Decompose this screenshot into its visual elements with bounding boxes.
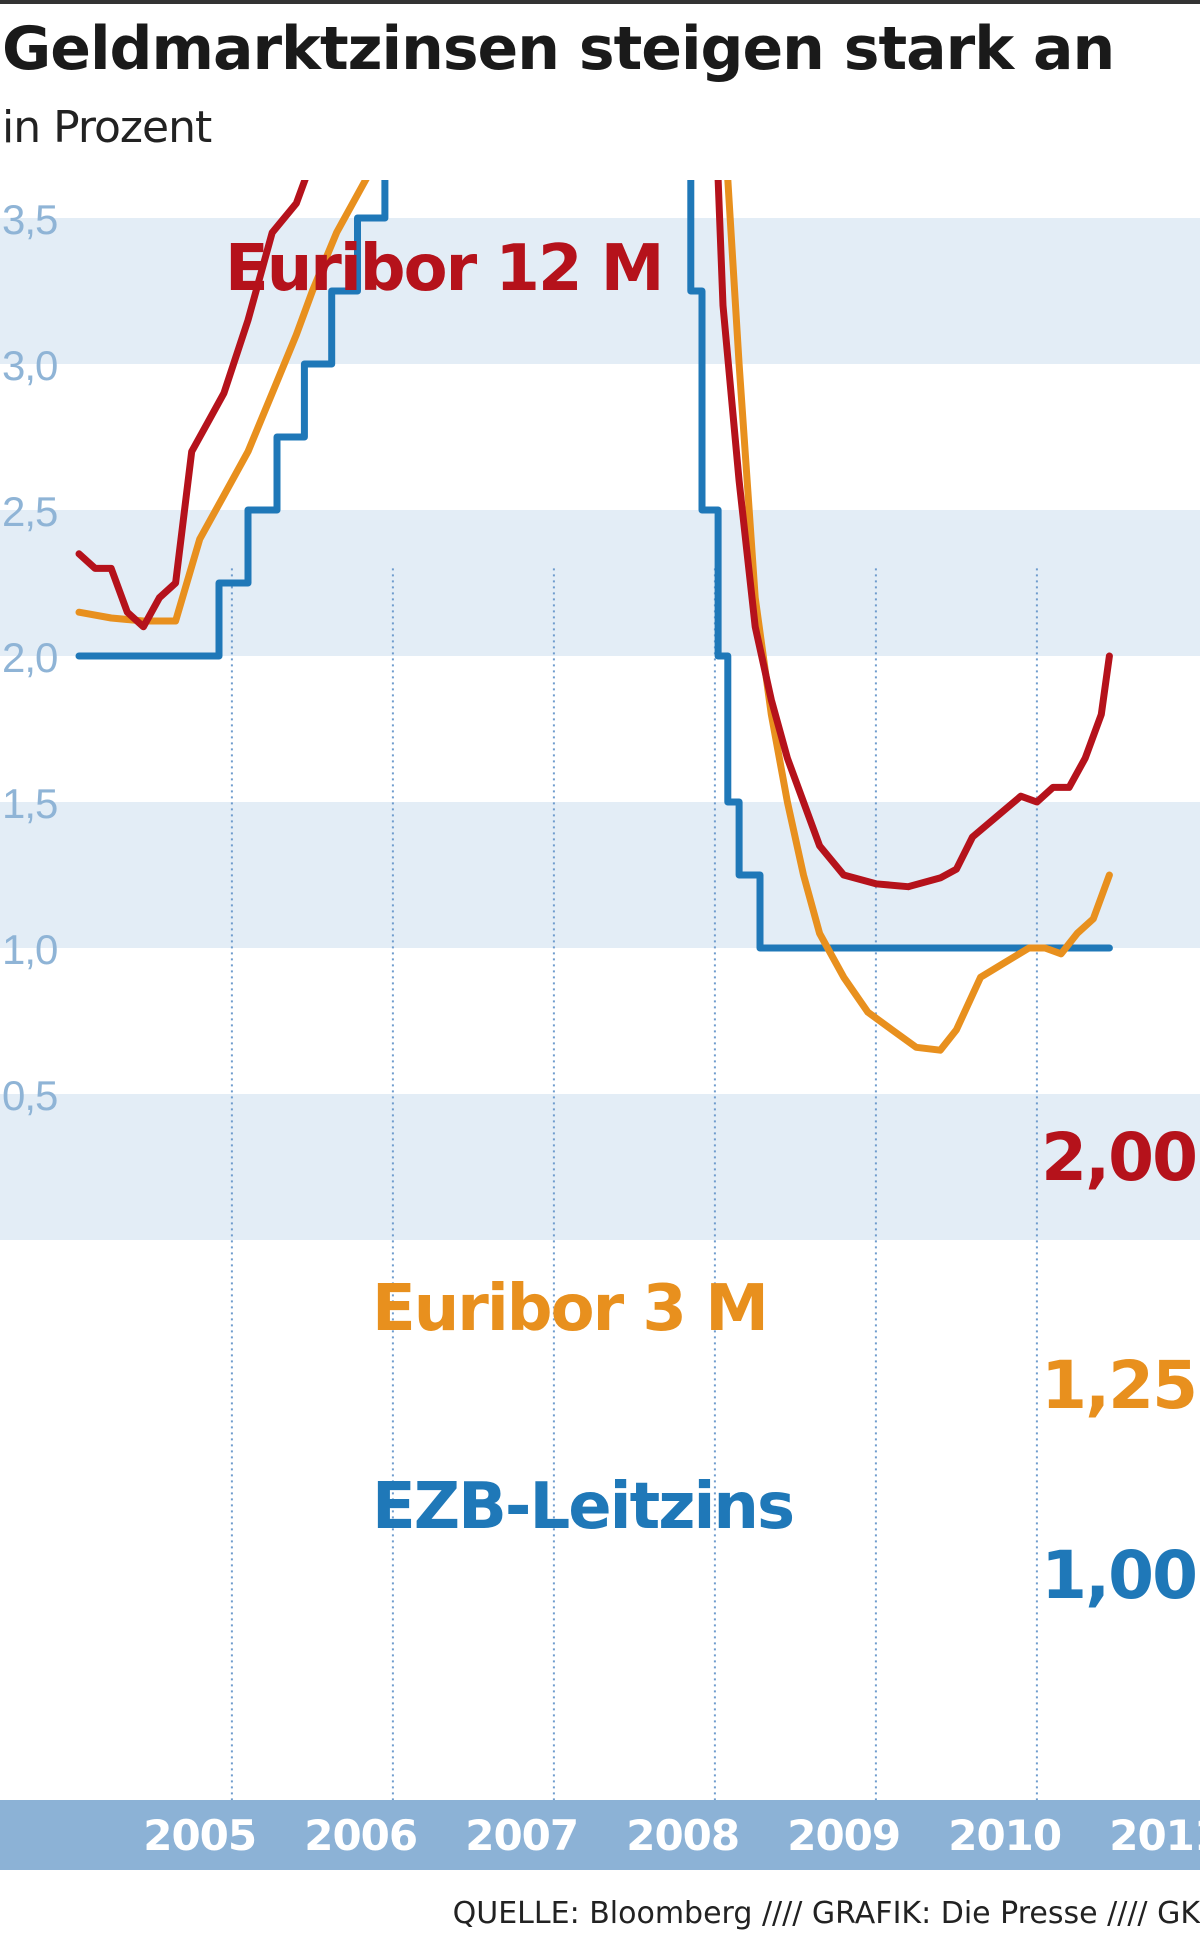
series-line-euribor-3m bbox=[75, 180, 1113, 1054]
series-line-euribor-12m bbox=[75, 180, 1113, 891]
x-tick-label: 2008 bbox=[626, 1811, 739, 1860]
chart-title: Geldmarktzinsen steigen stark an bbox=[2, 14, 1115, 84]
x-tick-label: 2006 bbox=[304, 1811, 417, 1860]
series-name-label: Euribor 12 M bbox=[225, 232, 662, 306]
series-lines bbox=[75, 180, 1113, 1054]
x-tick-label: 2009 bbox=[787, 1811, 900, 1860]
series-name-label: Euribor 3 M bbox=[372, 1272, 767, 1346]
chart-subtitle: in Prozent bbox=[2, 102, 212, 153]
x-tick-label: 2005 bbox=[143, 1811, 256, 1860]
series-end-value-label: 1,25 bbox=[1041, 1347, 1196, 1424]
x-axis: 2005 2006 2007 2008 2009 2010 2011 bbox=[0, 1800, 1200, 1870]
line-chart: 0,51,01,52,02,53,03,54,04,55,0 200520062… bbox=[0, 180, 1200, 1870]
y-tick-label: 1,5 bbox=[2, 780, 57, 827]
series-end-value-label: 1,00 bbox=[1041, 1537, 1196, 1614]
y-tick-label: 0,5 bbox=[2, 1072, 57, 1119]
series-name-label: EZB-Leitzins bbox=[372, 1470, 793, 1544]
x-tick-label: 2010 bbox=[948, 1811, 1061, 1860]
series-end-value-label: 2,00 bbox=[1041, 1119, 1196, 1196]
top-rule bbox=[0, 0, 1200, 4]
y-tick-label: 3,0 bbox=[2, 342, 57, 389]
year-reference-lines bbox=[230, 568, 1038, 1800]
source-credit: QUELLE: Bloomberg //// GRAFIK: Die Press… bbox=[452, 1896, 1200, 1931]
y-tick-label: 2,0 bbox=[2, 634, 57, 681]
grid-bands bbox=[0, 218, 1200, 1240]
grid-band bbox=[0, 1094, 1200, 1240]
x-axis-bar bbox=[0, 1800, 1200, 1870]
y-tick-label: 1,0 bbox=[2, 926, 57, 973]
series-labels: Euribor 12 M Euribor 3 M EZB-Leitzins 2,00 1… bbox=[225, 232, 1198, 1614]
grid-band bbox=[0, 802, 1200, 948]
y-tick-labels: 0,51,01,52,02,53,03,54,04,55,0 bbox=[2, 196, 58, 1119]
x-tick-label: 2007 bbox=[465, 1811, 578, 1860]
y-tick-label: 3,5 bbox=[2, 196, 57, 243]
series-line-ezb-leitzins bbox=[75, 180, 1113, 952]
y-tick-label: 2,5 bbox=[2, 488, 57, 535]
x-tick-label: 2011 bbox=[1109, 1811, 1200, 1860]
grid-band bbox=[0, 218, 1200, 364]
